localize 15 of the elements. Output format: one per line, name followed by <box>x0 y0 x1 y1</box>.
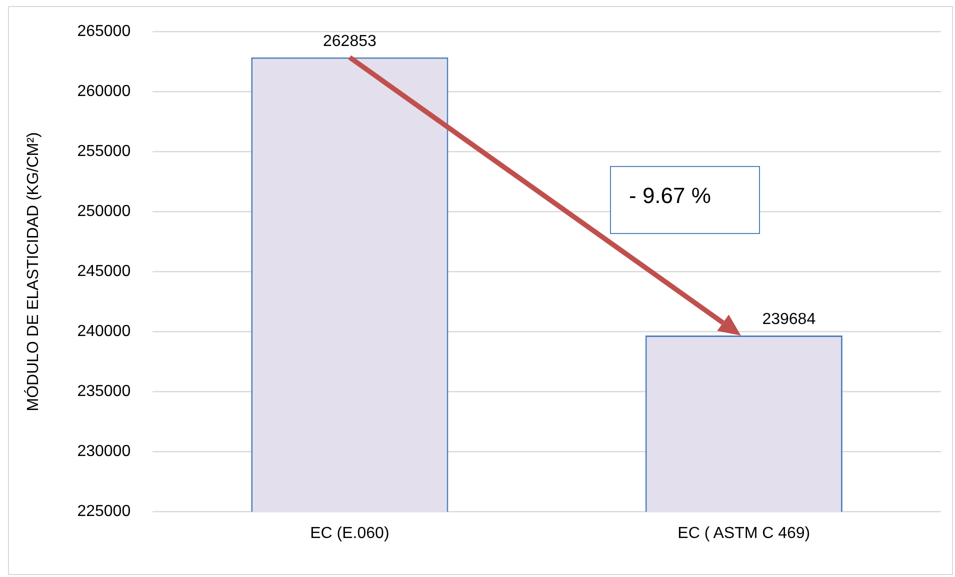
y-tick-label: 230000 <box>77 443 131 460</box>
y-tick-label: 250000 <box>77 203 131 220</box>
y-tick-label: 260000 <box>77 83 131 100</box>
y-axis-title: MÓDULO DE ELASTICIDAD (KG/CM²) <box>24 132 42 412</box>
data-label: 262853 <box>323 32 376 50</box>
x-tick-label: EC ( ASTM C 469) <box>678 524 810 542</box>
y-tick-label: 235000 <box>77 383 131 400</box>
y-tick-label: 225000 <box>77 503 131 520</box>
y-tick-label: 240000 <box>77 323 131 340</box>
x-tick-label: EC (E.060) <box>310 524 390 542</box>
y-tick-label: 245000 <box>77 263 131 280</box>
y-tick-label: 265000 <box>77 23 131 40</box>
annotation: - 9.67 % <box>610 166 760 234</box>
data-label: 239684 <box>762 310 816 328</box>
y-tick-label: 255000 <box>77 143 131 160</box>
